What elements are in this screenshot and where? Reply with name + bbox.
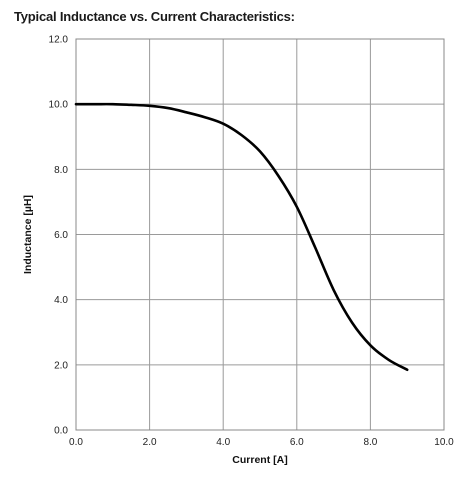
chart-title: Typical Inductance vs. Current Character… [14,9,295,24]
x-tick-label: 0.0 [69,437,83,448]
x-axis-label: Current [A] [232,454,287,466]
x-tick-labels: 0.0 2.0 4.0 6.0 8.0 10.0 [69,437,454,448]
y-tick-label: 10.0 [49,100,69,111]
grid [75,38,445,431]
y-tick-label: 2.0 [54,360,68,371]
series-line [74,102,409,372]
y-tick-label: 8.0 [54,165,68,176]
y-tick-label: 4.0 [54,295,68,306]
x-tick-label: 8.0 [363,437,377,448]
plot-area-border [75,38,445,431]
x-tick-label: 10.0 [434,437,454,448]
y-tick-labels: 0.0 2.0 4.0 6.0 8.0 10.0 12.0 [49,35,69,437]
y-tick-label: 6.0 [54,230,68,241]
y-axis-label: Inductance [µH] [22,195,34,274]
x-tick-label: 6.0 [290,437,304,448]
y-tick-label: 12.0 [49,35,69,46]
x-tick-label: 4.0 [216,437,230,448]
y-tick-label: 0.0 [54,426,68,437]
x-tick-label: 2.0 [143,437,157,448]
